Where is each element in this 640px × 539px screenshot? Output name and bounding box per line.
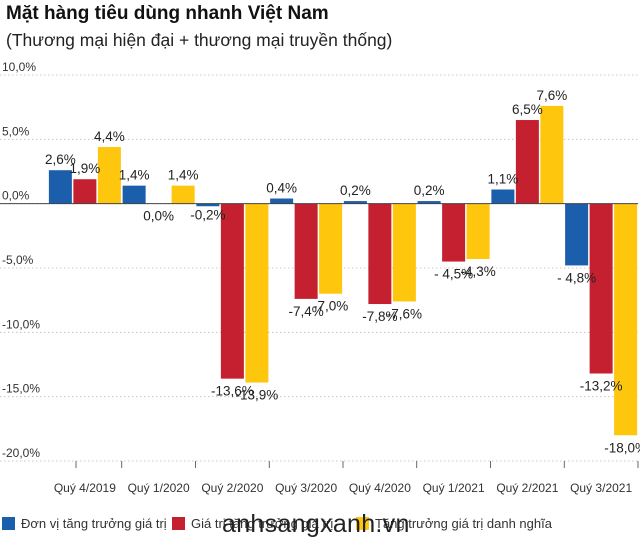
y-tick-label: -20,0% bbox=[2, 446, 40, 460]
data-label-red: -13,2% bbox=[580, 379, 623, 394]
legend-item-yellow: Tăng trưởng giá trị danh nghĩa bbox=[356, 516, 552, 531]
x-tick-label: Quý 1/2020 bbox=[128, 481, 190, 495]
x-tick-label: Quý 4/2020 bbox=[349, 481, 411, 495]
bar-red bbox=[442, 203, 466, 262]
data-label-blue: 2,6% bbox=[45, 152, 76, 167]
bar-blue bbox=[565, 203, 589, 266]
chart-title: Mặt hàng tiêu dùng nhanh Việt Nam bbox=[6, 3, 329, 24]
bar-blue bbox=[196, 203, 220, 207]
data-label-blue: -0,2% bbox=[190, 208, 225, 223]
y-tick-label: 0,0% bbox=[2, 189, 30, 203]
bar-yellow bbox=[319, 203, 343, 294]
bar-blue bbox=[343, 201, 367, 204]
x-tick-label: Quý 3/2021 bbox=[570, 481, 632, 495]
bar-blue bbox=[491, 189, 515, 204]
bar-red bbox=[220, 203, 244, 379]
bar-red bbox=[294, 203, 318, 299]
data-label-blue: 0,2% bbox=[414, 183, 445, 198]
legend-item-blue: Đơn vị tăng trưởng giá trị bbox=[2, 516, 167, 531]
data-label-red: 6,5% bbox=[512, 102, 543, 117]
data-label-blue: 1,1% bbox=[487, 172, 518, 187]
bar-blue bbox=[122, 185, 146, 204]
legend-swatch-red bbox=[172, 517, 185, 530]
chart-legend: Đơn vị tăng trưởng giá trị Giá trị tăng … bbox=[0, 516, 640, 538]
data-label-yellow: 7,6% bbox=[536, 88, 567, 103]
data-label-red: -13,6% bbox=[211, 384, 254, 399]
bar-blue bbox=[417, 201, 441, 204]
bar-yellow bbox=[614, 203, 638, 436]
y-tick-label: 5,0% bbox=[2, 124, 30, 138]
data-label-red: -7,4% bbox=[288, 304, 323, 319]
x-tick-label: Quý 4/2019 bbox=[54, 481, 116, 495]
data-label-yellow: -13,9% bbox=[235, 388, 278, 403]
data-label-red: 1,9% bbox=[69, 161, 100, 176]
x-tick-label: Quý 2/2021 bbox=[496, 481, 558, 495]
data-label-red: 0,0% bbox=[143, 209, 174, 224]
bar-blue bbox=[270, 198, 294, 204]
data-label-yellow: -7,0% bbox=[313, 299, 348, 314]
legend-item-red: Giá trị tăng trưởng giá trị bbox=[172, 516, 333, 531]
chart-subtitle: (Thương mại hiện đại + thương mại truyền… bbox=[6, 30, 393, 50]
legend-label-yellow: Tăng trưởng giá trị danh nghĩa bbox=[375, 516, 552, 531]
bar-yellow bbox=[171, 185, 195, 204]
bar-yellow bbox=[540, 105, 564, 204]
x-tick-label: Quý 2/2020 bbox=[201, 481, 263, 495]
bar-yellow bbox=[97, 147, 121, 204]
data-label-yellow: -18,0% bbox=[604, 440, 640, 455]
bar-blue bbox=[48, 170, 72, 204]
data-label-yellow: 1,4% bbox=[168, 168, 199, 183]
bar-red bbox=[73, 179, 97, 204]
bar-red bbox=[368, 203, 392, 305]
bar-yellow bbox=[392, 203, 416, 302]
y-tick-label: 10,0% bbox=[2, 60, 36, 74]
bar-yellow bbox=[466, 203, 490, 259]
bar-red bbox=[589, 203, 613, 374]
data-label-yellow: -7,6% bbox=[387, 306, 422, 321]
data-label-red: - 4,5% bbox=[434, 267, 473, 282]
data-label-blue: - 4,8% bbox=[557, 270, 596, 285]
data-label-yellow: 4,4% bbox=[94, 129, 125, 144]
y-tick-label: -10,0% bbox=[2, 317, 40, 331]
legend-label-red: Giá trị tăng trưởng giá trị bbox=[191, 516, 334, 531]
legend-label-blue: Đơn vị tăng trưởng giá trị bbox=[21, 516, 167, 531]
legend-swatch-yellow bbox=[356, 517, 369, 530]
data-label-yellow: -4,3% bbox=[460, 264, 495, 279]
bar-yellow bbox=[245, 203, 269, 383]
x-tick-label: Quý 3/2020 bbox=[275, 481, 337, 495]
y-tick-label: -5,0% bbox=[2, 253, 34, 267]
bar-chart: 10,0% 5,0% 0,0% -5,0% -10,0% -15,0% -20,0% 2,6… bbox=[0, 60, 640, 495]
data-label-red: -7,8% bbox=[362, 309, 397, 324]
bar-red bbox=[515, 120, 539, 204]
data-label-blue: 0,4% bbox=[266, 181, 297, 196]
data-label-blue: 1,4% bbox=[119, 168, 150, 183]
y-tick-label: -15,0% bbox=[2, 382, 40, 396]
watermark-text: anhsangxanh.vn bbox=[222, 510, 410, 538]
x-tick-label: Quý 1/2021 bbox=[423, 481, 485, 495]
legend-swatch-blue bbox=[2, 517, 15, 530]
data-label-blue: 0,2% bbox=[340, 183, 371, 198]
